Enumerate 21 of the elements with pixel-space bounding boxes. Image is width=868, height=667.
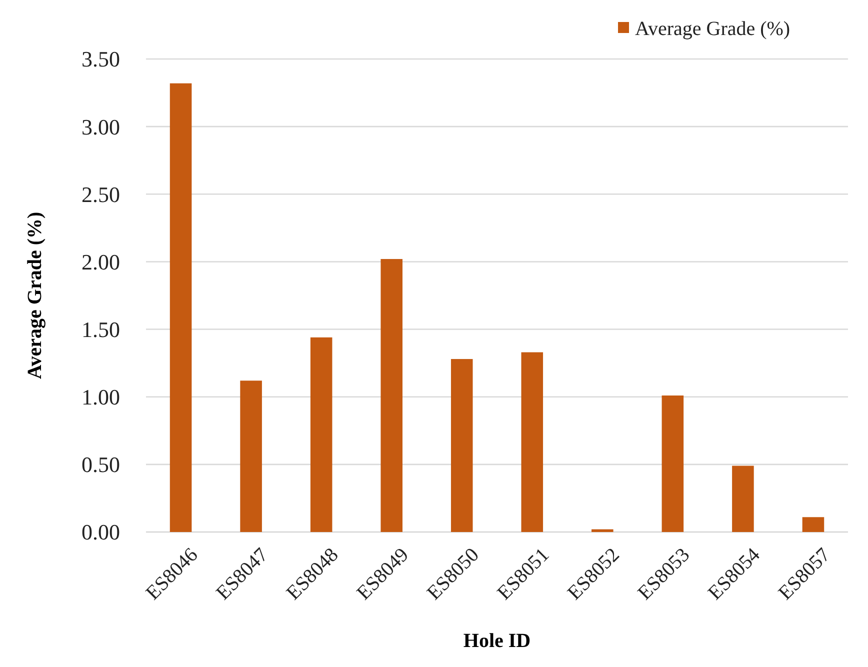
bar [592,529,614,532]
bar [662,396,684,532]
bar [310,337,332,532]
y-tick-label: 2.50 [82,182,120,207]
y-tick-label: 3.00 [82,114,120,140]
y-tick-label: 2.00 [82,249,120,274]
bar [732,466,754,532]
x-axis-title: Hole ID [463,630,531,652]
bar [521,352,544,532]
y-tick-label: 0.50 [82,452,120,478]
y-tick-label: 3.50 [82,46,120,72]
bar [240,380,262,532]
y-axis-title: Average Grade (%) [24,212,46,380]
bar [380,259,402,532]
bar [450,359,473,532]
legend-label: Average Grade (%) [635,18,790,40]
bar [170,83,192,532]
y-tick-label: 1.00 [82,384,120,410]
y-tick-label: 0.00 [82,520,120,545]
bar [802,517,824,532]
y-tick-label: 1.50 [82,316,120,342]
